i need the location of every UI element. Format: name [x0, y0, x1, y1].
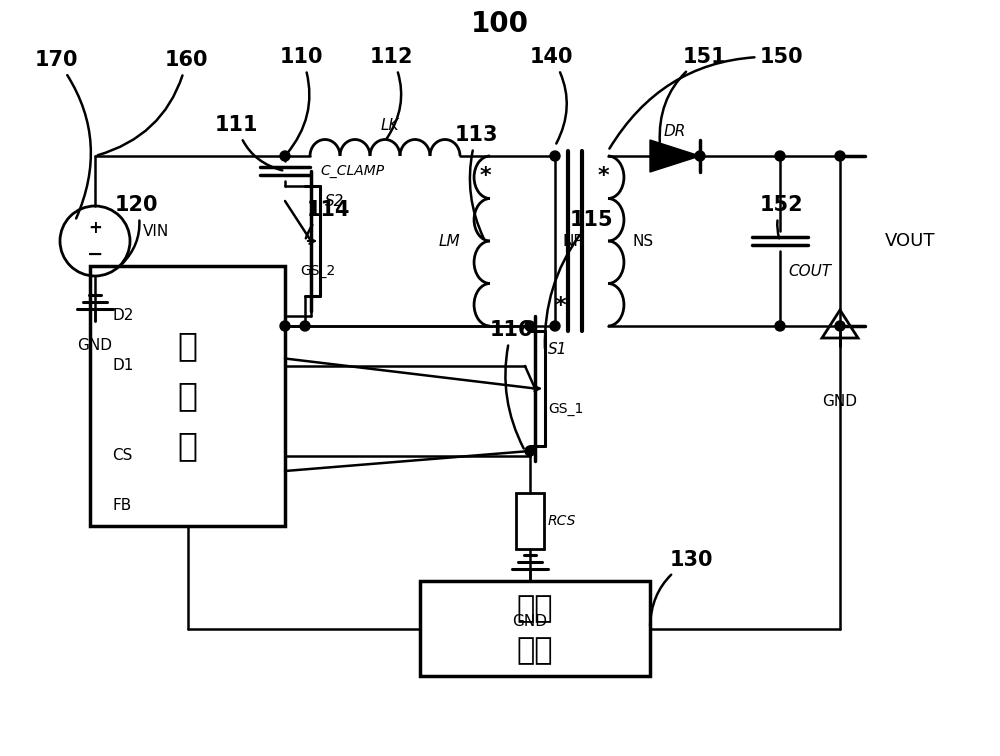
Text: DR: DR — [664, 123, 686, 138]
Circle shape — [775, 321, 785, 331]
Text: 隔离: 隔离 — [517, 594, 553, 623]
Text: *: * — [597, 166, 609, 186]
Text: 器: 器 — [178, 429, 198, 463]
Text: 112: 112 — [370, 47, 414, 138]
Circle shape — [695, 151, 705, 161]
Circle shape — [835, 321, 845, 331]
Text: GS_1: GS_1 — [548, 401, 583, 416]
Text: 110: 110 — [280, 47, 324, 154]
Text: D2: D2 — [112, 308, 133, 324]
Text: 114: 114 — [306, 200, 351, 238]
Text: 控: 控 — [178, 330, 198, 362]
Bar — [420, 581, 650, 676]
Circle shape — [835, 151, 845, 161]
Text: 制: 制 — [178, 380, 198, 413]
Text: *: * — [554, 296, 566, 316]
Text: FB: FB — [112, 498, 131, 513]
Bar — [516, 493, 544, 549]
Text: RCS: RCS — [548, 514, 576, 528]
Polygon shape — [650, 140, 700, 172]
Text: S1: S1 — [548, 342, 567, 357]
Text: LM: LM — [438, 234, 460, 249]
Circle shape — [300, 321, 310, 331]
Circle shape — [550, 151, 560, 161]
Circle shape — [525, 321, 535, 331]
Text: 100: 100 — [471, 10, 529, 38]
Text: S2: S2 — [325, 194, 344, 209]
Text: 140: 140 — [530, 47, 574, 144]
Text: GS_2: GS_2 — [300, 264, 335, 278]
Text: 160: 160 — [98, 50, 208, 155]
Text: 115: 115 — [545, 210, 614, 349]
Text: 111: 111 — [215, 115, 282, 170]
Circle shape — [775, 151, 785, 161]
Text: CS: CS — [112, 448, 132, 463]
Text: NP: NP — [563, 234, 584, 249]
Text: GND: GND — [822, 394, 858, 408]
Text: 反馈: 反馈 — [517, 636, 553, 665]
Text: 152: 152 — [760, 195, 804, 238]
Text: VIN: VIN — [143, 224, 169, 238]
Text: 120: 120 — [115, 195, 158, 264]
Bar — [90, 266, 285, 526]
Text: *: * — [479, 166, 491, 186]
Text: VOUT: VOUT — [885, 232, 936, 250]
Text: −: − — [87, 244, 103, 264]
Text: C_CLAMP: C_CLAMP — [320, 164, 384, 178]
Text: COUT: COUT — [788, 264, 831, 278]
Circle shape — [280, 151, 290, 161]
Text: 151: 151 — [660, 47, 727, 143]
Circle shape — [280, 321, 290, 331]
Circle shape — [550, 321, 560, 331]
Text: D1: D1 — [112, 358, 133, 373]
Text: 150: 150 — [609, 47, 804, 149]
Text: 113: 113 — [455, 125, 498, 238]
Text: LK: LK — [381, 119, 399, 134]
Text: GND: GND — [512, 614, 548, 628]
Text: 170: 170 — [35, 50, 91, 218]
Text: +: + — [88, 219, 102, 237]
Text: GND: GND — [78, 339, 112, 354]
Circle shape — [525, 446, 535, 456]
Text: 116: 116 — [490, 320, 534, 448]
Text: 130: 130 — [650, 550, 714, 626]
Text: NS: NS — [633, 234, 654, 249]
